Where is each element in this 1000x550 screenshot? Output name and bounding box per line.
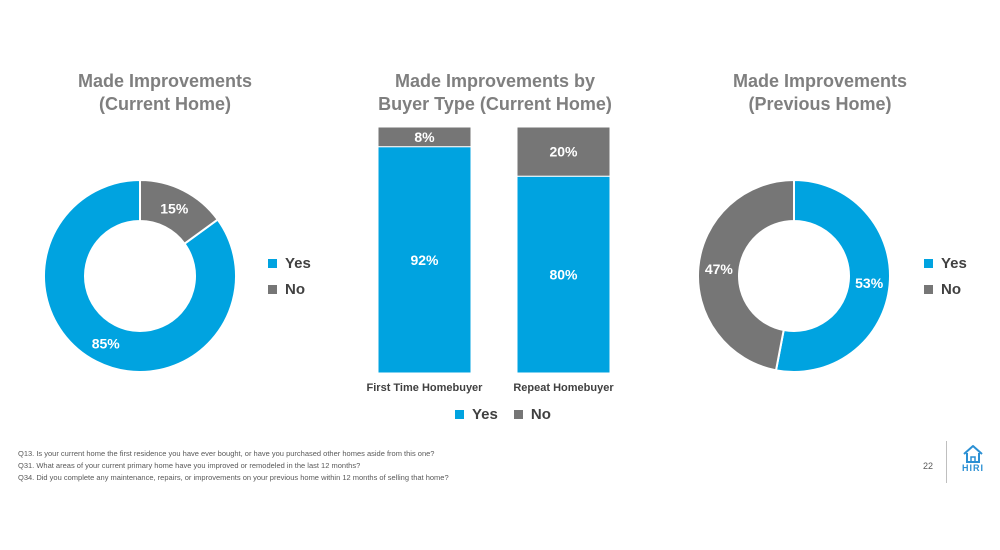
title-line: (Previous Home) bbox=[748, 94, 892, 114]
legend-label-yes: Yes bbox=[285, 254, 311, 272]
category-label: Repeat Homebuyer bbox=[513, 382, 614, 394]
chart-title-buyer-type: Made Improvements by Buyer Type (Current… bbox=[355, 70, 635, 116]
title-line: Made Improvements by bbox=[394, 71, 596, 91]
data-label-no: 15% bbox=[160, 201, 189, 217]
legend-previous-home: Yes No bbox=[924, 250, 967, 302]
donut-slice-no bbox=[697, 178, 795, 372]
hiri-logo: HIRI bbox=[956, 444, 990, 473]
donut-slice-yes bbox=[774, 178, 891, 373]
legend-item-yes: Yes bbox=[924, 250, 967, 276]
bar-label-no: 8% bbox=[414, 129, 435, 145]
title-line: Made Improvements bbox=[732, 71, 908, 91]
footnote-q34: Q34. Did you complete any maintenance, r… bbox=[18, 473, 449, 482]
legend-swatch-yes bbox=[455, 410, 464, 419]
donut-slice-no bbox=[139, 178, 220, 246]
bar-label-no: 20% bbox=[549, 144, 578, 160]
footnote-q13: Q13. Is your current home the first resi… bbox=[18, 449, 435, 458]
footer-divider bbox=[946, 441, 947, 483]
legend-label-no: No bbox=[285, 280, 305, 298]
bar-segment-no bbox=[516, 126, 611, 177]
title-line: (Current Home) bbox=[98, 94, 231, 114]
bar-label-yes: 80% bbox=[549, 267, 578, 283]
legend-swatch-no bbox=[924, 284, 933, 294]
footnote-q31: Q31. What areas of your current primary … bbox=[18, 461, 361, 470]
legend-item-no: No bbox=[513, 406, 551, 423]
legend-swatch-yes bbox=[924, 258, 933, 268]
legend-item-no: No bbox=[924, 276, 967, 302]
donut-chart-previous-home: 53% 47% bbox=[697, 178, 891, 373]
stacked-bar-chart-buyer-type: 92% 8% First Time Homebuyer 80% 20% Repeat Ho… bbox=[367, 126, 614, 394]
logo-text: HIRI bbox=[962, 463, 984, 473]
bar-segment-yes bbox=[377, 146, 472, 374]
bar-segment-yes bbox=[516, 175, 611, 374]
footnotes: Q13. Is your current home the first resi… bbox=[18, 448, 449, 484]
legend-current-home: Yes No bbox=[268, 250, 311, 302]
donut-slice-yes bbox=[43, 178, 237, 373]
title-line: Buyer Type (Current Home) bbox=[378, 94, 612, 114]
legend-label-yes: Yes bbox=[472, 406, 498, 423]
page-number: 22 bbox=[923, 461, 934, 471]
legend-swatch-yes bbox=[268, 258, 277, 268]
legend-item-yes: Yes bbox=[455, 406, 498, 423]
title-line: Made Improvements bbox=[77, 71, 253, 91]
legend-label-yes: Yes bbox=[941, 254, 967, 272]
legend-label-no: No bbox=[941, 280, 961, 298]
bar-label-yes: 92% bbox=[410, 252, 439, 268]
legend-swatch-no bbox=[513, 410, 523, 419]
legend-item-yes: Yes bbox=[268, 250, 311, 276]
data-label-yes: 53% bbox=[855, 275, 884, 291]
category-label: First Time Homebuyer bbox=[367, 382, 484, 394]
data-label-no: 47% bbox=[705, 261, 734, 277]
chart-title-previous-home: Made Improvements (Previous Home) bbox=[690, 70, 950, 116]
legend-buyer-type: Yes No bbox=[455, 406, 551, 423]
donut-chart-current-home: 85% 15% bbox=[43, 178, 237, 373]
chart-title-current-home: Made Improvements (Current Home) bbox=[35, 70, 295, 116]
legend-swatch-no bbox=[268, 284, 277, 294]
house-icon bbox=[963, 445, 983, 463]
legend-label-no: No bbox=[530, 406, 551, 423]
data-label-yes: 85% bbox=[92, 335, 121, 351]
bar-segment-no bbox=[377, 126, 472, 148]
legend-item-no: No bbox=[268, 276, 311, 302]
